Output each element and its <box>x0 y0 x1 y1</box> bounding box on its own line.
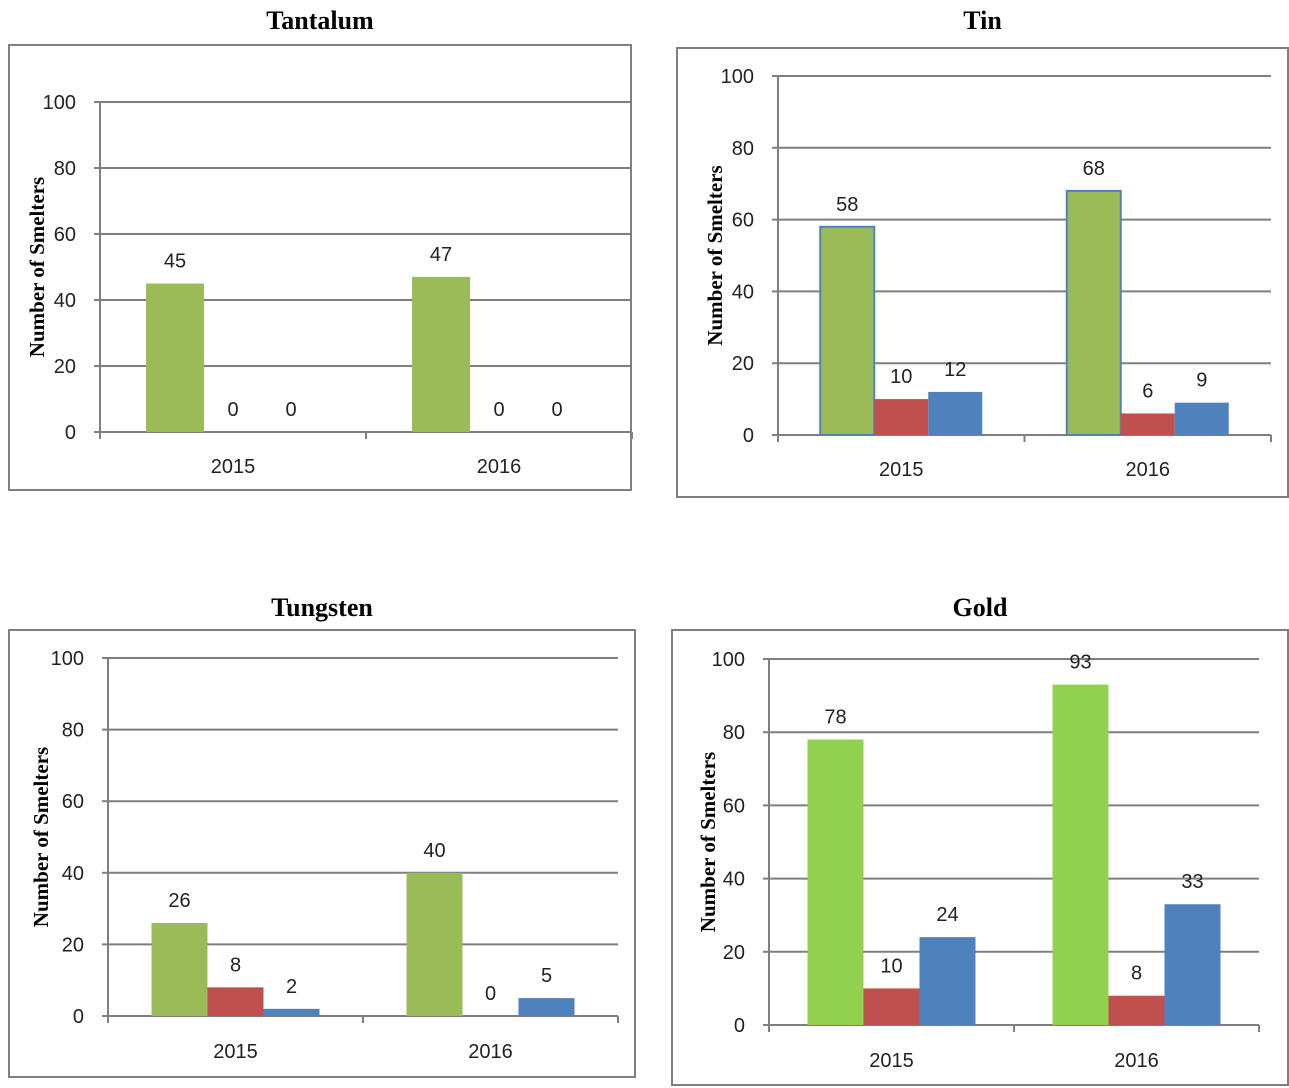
data-label-2016-series-2: 8 <box>1131 963 1142 985</box>
y-tick-label: 40 <box>62 863 84 885</box>
chart-svg-tungsten: 0 20 40 60 80 100 26 8 2 2015 40 0 5 2016 Number of Sm… <box>29 648 619 1063</box>
y-tick-label: 60 <box>54 224 76 246</box>
y-tick-label: 0 <box>743 425 754 447</box>
bar-2016-series-2 <box>1108 995 1165 1025</box>
x-tick-label-2015: 2015 <box>869 1050 914 1072</box>
y-tick-label: 80 <box>723 722 745 744</box>
bar-2016-series-3 <box>518 998 575 1016</box>
data-label-2015-series-3: 12 <box>944 359 966 381</box>
y-tick-label: 40 <box>54 290 76 312</box>
x-tick-label-2016: 2016 <box>477 456 522 478</box>
data-label-2016-series-3: 0 <box>551 399 562 421</box>
y-tick-label: 80 <box>732 138 754 160</box>
bar-2015-series-3 <box>919 937 976 1025</box>
y-tick-label: 0 <box>73 1006 84 1028</box>
chart-panel-tantalum: 0 20 40 60 80 100 45 0 0 2015 47 0 0 2016 Number of Sm… <box>8 44 633 491</box>
chart-svg-gold: 0 20 40 60 80 100 78 10 24 2015 93 8 33 2016 Number of… <box>696 649 1260 1072</box>
x-tick-label-2015: 2015 <box>211 456 256 478</box>
y-axis-title-tin: Number of Smelters <box>703 165 727 345</box>
bar-2015-series-1 <box>146 283 204 432</box>
y-axis-title-gold: Number of Smelters <box>696 752 720 932</box>
x-tick-label-2016: 2016 <box>468 1041 513 1063</box>
chart-svg-tantalum: 0 20 40 60 80 100 45 0 0 2015 47 0 0 2016 Number of Sm… <box>25 92 633 478</box>
data-label-2016-series-3: 5 <box>541 965 552 987</box>
y-tick-label: 0 <box>734 1015 745 1037</box>
data-label-2016-series-3: 33 <box>1181 871 1203 893</box>
chart-title-tin: Tin <box>963 6 1002 35</box>
data-label-2015-series-2: 10 <box>890 366 912 388</box>
bar-2016-series-1 <box>406 872 463 1016</box>
data-label-2015-series-1: 45 <box>164 251 186 273</box>
y-tick-label: 80 <box>54 158 76 180</box>
x-tick-label-2015: 2015 <box>213 1041 258 1063</box>
chart-title-gold: Gold <box>952 593 1008 622</box>
bar-2016-series-1 <box>412 276 470 432</box>
y-tick-label: 20 <box>723 942 745 964</box>
bar-2016-series-3 <box>1164 904 1221 1025</box>
data-label-2016-series-1: 47 <box>430 244 452 266</box>
bar-2016-series-2 <box>1120 413 1175 435</box>
data-label-2015-series-2: 8 <box>230 954 241 976</box>
data-label-2015-series-2: 10 <box>880 955 902 977</box>
data-label-2016-series-1: 68 <box>1083 158 1105 180</box>
data-label-2015-series-2: 0 <box>227 399 238 421</box>
chart-panel-tungsten: 0 20 40 60 80 100 26 8 2 2015 40 0 5 2016 Number of Sm… <box>8 629 636 1078</box>
bar-2015-series-2 <box>874 399 929 435</box>
data-label-2016-series-2: 0 <box>493 399 504 421</box>
bar-2015-series-3 <box>263 1008 320 1016</box>
y-tick-label: 80 <box>62 720 84 742</box>
bar-2015-series-1 <box>819 225 876 436</box>
bar-2015-series-1 <box>151 922 208 1016</box>
bar-2015-series-2 <box>863 988 920 1025</box>
bar-2015-series-1 <box>807 739 864 1025</box>
y-tick-label: 100 <box>51 648 84 670</box>
y-tick-label: 20 <box>54 356 76 378</box>
y-tick-label: 20 <box>62 934 84 956</box>
bar-2015-series-3 <box>928 391 983 435</box>
data-label-2016-series-2: 6 <box>1142 380 1153 402</box>
bar-2016-series-1 <box>1065 189 1122 436</box>
x-tick-label-2016: 2016 <box>1114 1050 1159 1072</box>
x-tick-label-2015: 2015 <box>879 459 924 481</box>
bar-2015-series-2 <box>207 987 264 1016</box>
data-label-2016-series-3: 9 <box>1196 370 1207 392</box>
chart-panel-tin: 0 20 40 60 80 100 58 10 12 2015 68 6 9 2016 Number of … <box>676 47 1289 498</box>
data-label-2015-series-1: 26 <box>168 890 190 912</box>
y-tick-label: 100 <box>712 649 745 671</box>
y-axis-title-tungsten: Number of Smelters <box>29 747 53 927</box>
data-label-2016-series-1: 93 <box>1069 652 1091 674</box>
data-label-2016-series-1: 40 <box>423 840 445 862</box>
data-label-2015-series-1: 58 <box>836 194 858 216</box>
data-label-2015-series-1: 78 <box>824 707 846 729</box>
data-label-2016-series-2: 0 <box>485 983 496 1005</box>
y-tick-label: 20 <box>732 353 754 375</box>
bar-2016-series-1 <box>1052 684 1109 1025</box>
chart-svg-tin: 0 20 40 60 80 100 58 10 12 2015 68 6 9 2016 Number of … <box>703 66 1272 481</box>
data-label-2015-series-3: 0 <box>285 399 296 421</box>
chart-panel-gold: 0 20 40 60 80 100 78 10 24 2015 93 8 33 2016 Number of… <box>671 629 1289 1086</box>
bar-2016-series-3 <box>1174 402 1229 435</box>
data-label-2015-series-3: 24 <box>936 904 958 926</box>
y-tick-label: 60 <box>62 791 84 813</box>
y-tick-label: 60 <box>732 210 754 232</box>
y-axis-title-tantalum: Number of Smelters <box>25 177 49 357</box>
y-tick-label: 0 <box>65 422 76 444</box>
x-tick-label-2016: 2016 <box>1126 459 1171 481</box>
y-tick-label: 60 <box>723 795 745 817</box>
chart-title-tantalum: Tantalum <box>266 6 374 35</box>
y-tick-label: 100 <box>43 92 76 114</box>
chart-title-tungsten: Tungsten <box>271 593 373 622</box>
data-label-2015-series-3: 2 <box>286 976 297 998</box>
y-tick-label: 40 <box>732 281 754 303</box>
y-tick-label: 100 <box>721 66 754 88</box>
y-tick-label: 40 <box>723 869 745 891</box>
